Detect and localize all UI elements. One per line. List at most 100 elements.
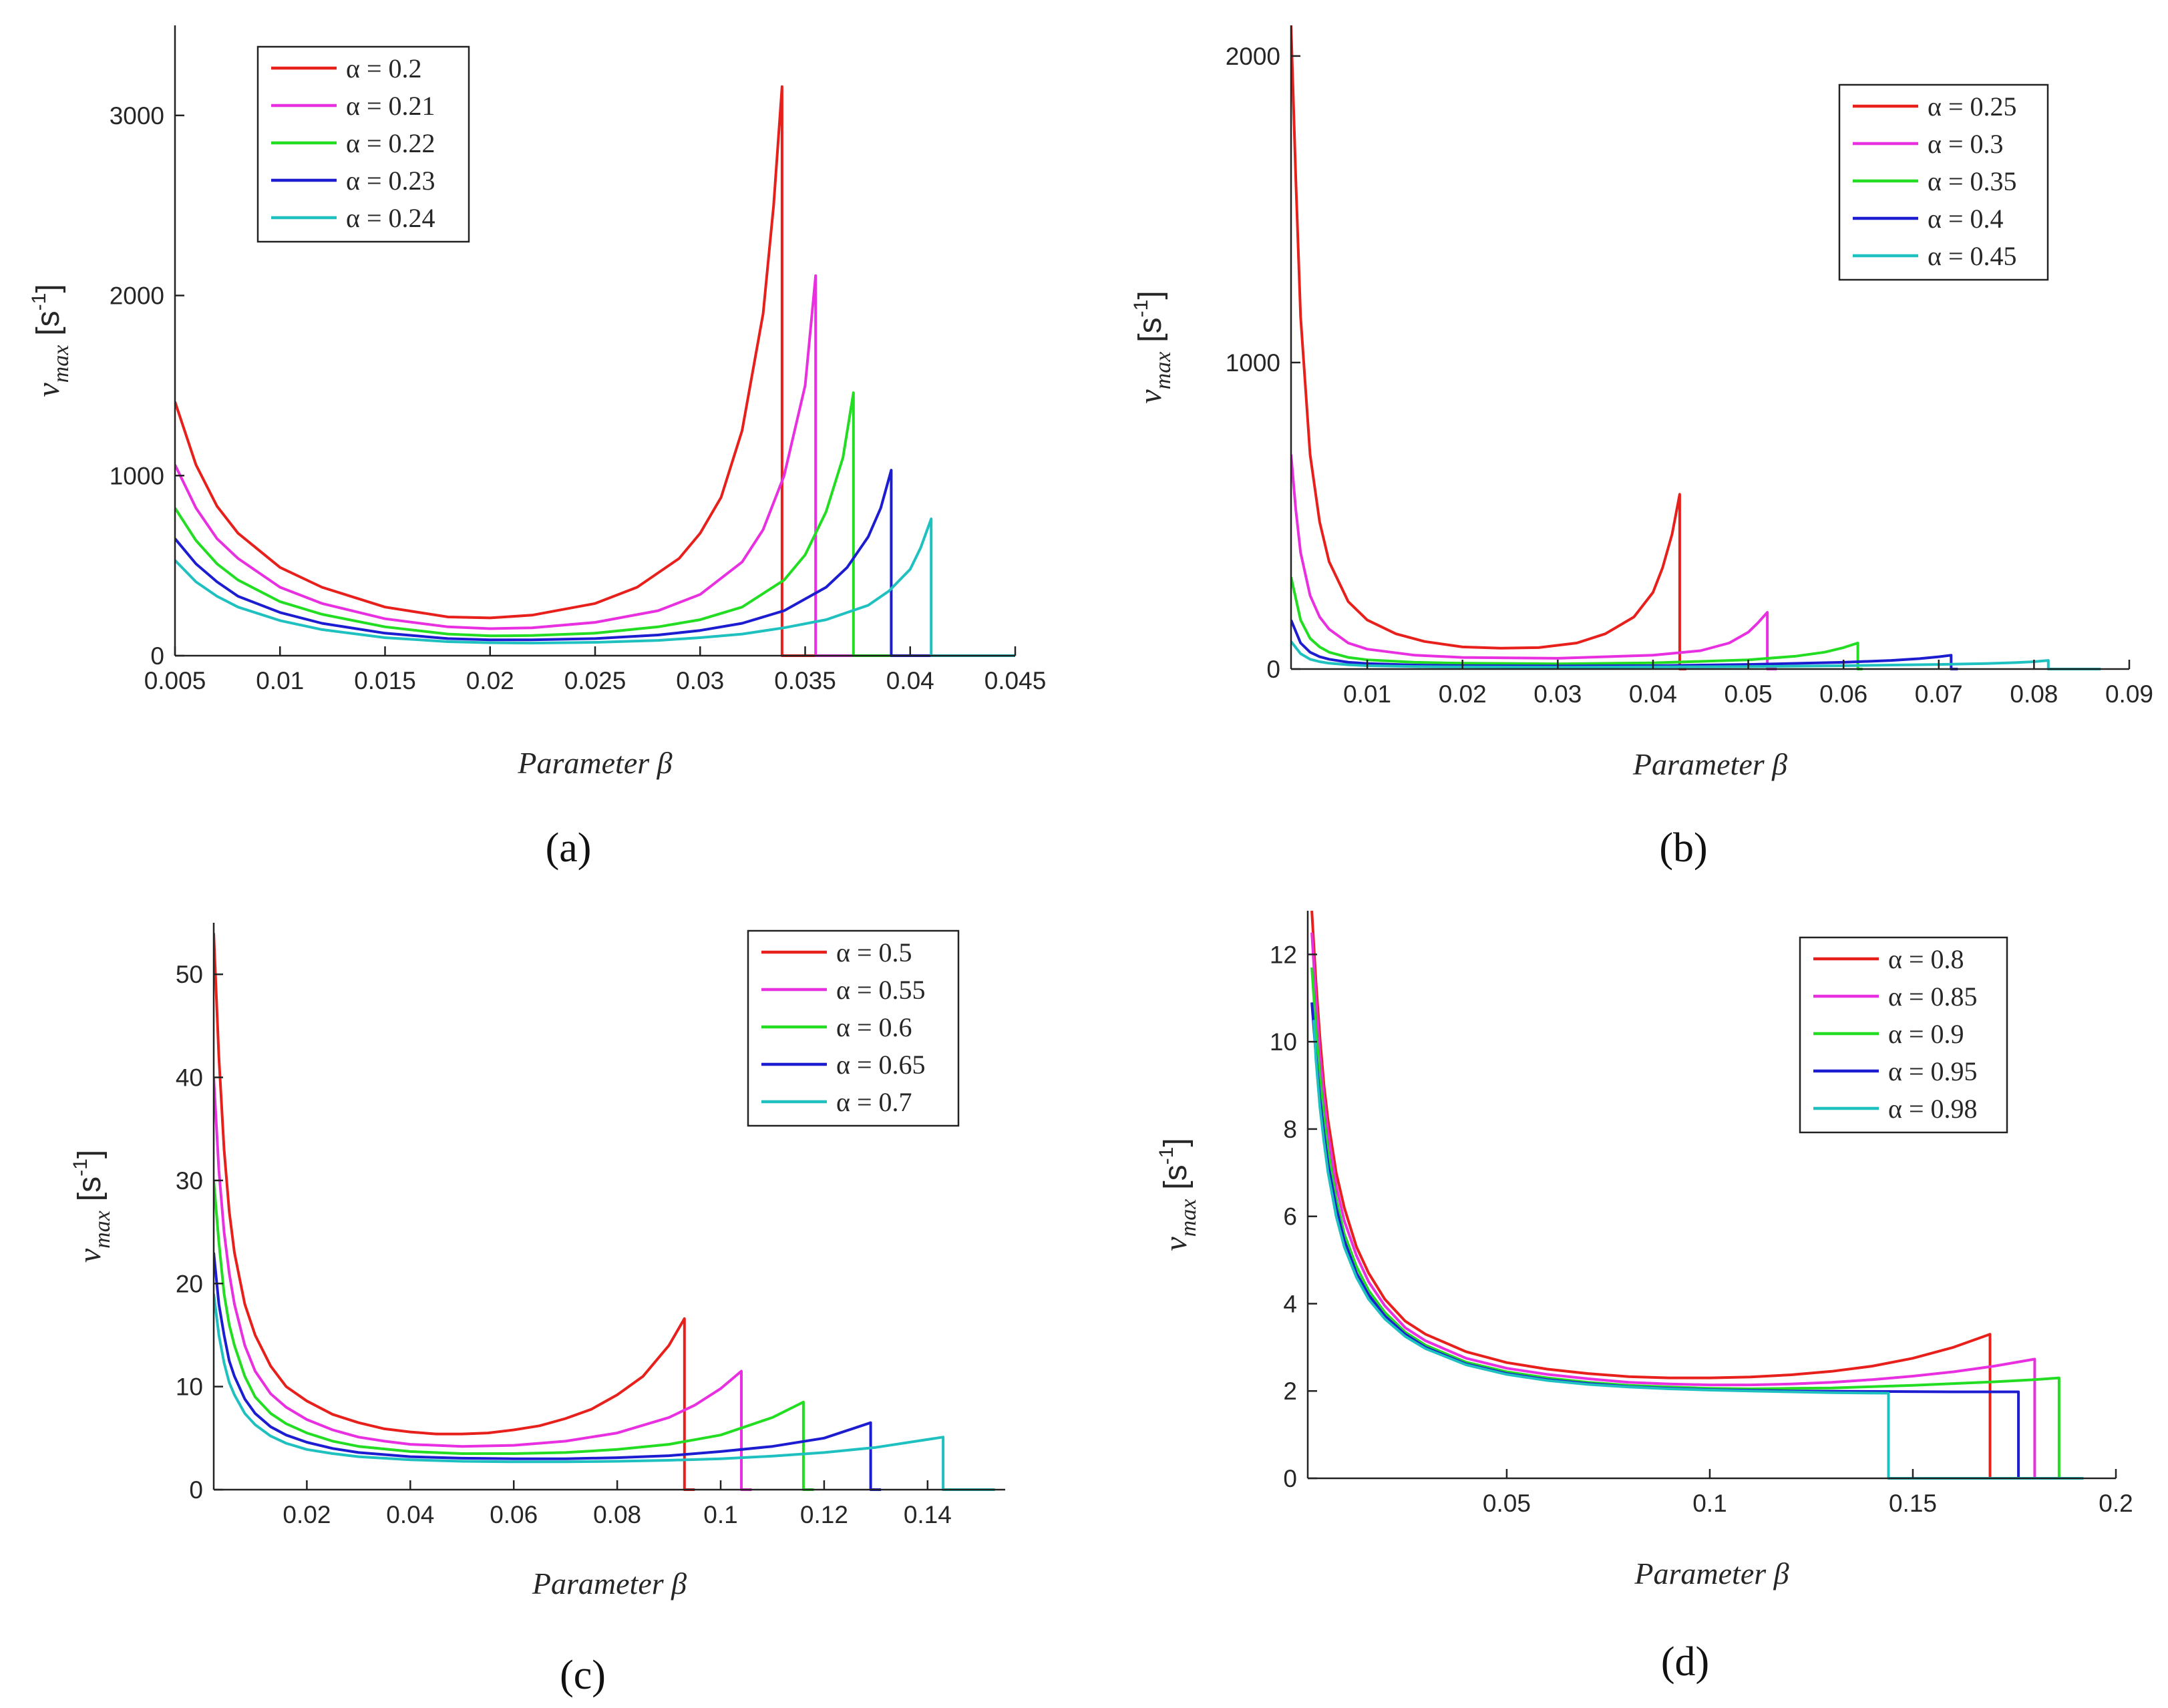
x-tick-label: 0.1 [703,1501,737,1528]
series-line-1 [214,933,695,1491]
chart-panel-b: 0.01 0.02 0.03 0.04 0.05 0.06 0.07 0.08 0.09 0 100… [1084,0,2168,871]
x-tick-label: 0.02 [466,667,514,694]
series-line-2 [175,274,1015,657]
series-line-1 [1310,910,1998,1480]
x-tick-label: 0.12 [800,1501,848,1528]
y-tick-label: 20 [176,1270,203,1297]
series-line-5 [1291,640,2101,670]
x-tick-label: 0.02 [283,1501,331,1528]
y-tick-label: 0 [189,1476,203,1504]
y-axis-label: vmax[s-1] [1130,290,1176,403]
x-tick-label: 0.035 [774,667,836,694]
legend-entry: α = 0.95 [1888,1056,1978,1086]
chart-a-svg: 0.005 0.01 0.015 0.02 0.025 0.03 0.035 0.04 0.04… [28,25,1047,871]
x-axis-label: Parameter β [1632,747,1787,781]
chart-c-svg: 0.02 0.04 0.06 0.08 0.1 0.12 0.14 0 10 20 30 40 50 Pa… [69,923,1005,1698]
y-tick-label: 2 [1283,1377,1297,1405]
series-line-4 [214,1252,882,1491]
series-line-3 [1291,576,1863,670]
legend-entry: α = 0.7 [836,1087,912,1117]
x-tick-label: 0.045 [984,667,1047,694]
x-tick-label: 0.03 [676,667,724,694]
x-tick-label: 0.015 [354,667,416,694]
y-tick-label: 2000 [110,282,164,310]
panel-label: (c) [560,1653,606,1698]
legend-entry: α = 0.5 [836,937,912,968]
x-tick-label: 0.01 [1343,680,1391,708]
y-tick-label: 1000 [1226,349,1280,377]
series-line-5 [1312,1020,2084,1480]
x-tick-label: 0.04 [1629,680,1677,708]
chart-b-svg: 0.01 0.02 0.03 0.04 0.05 0.06 0.07 0.08 0.09 0 100… [1130,25,2153,871]
x-tick-label: 0.14 [904,1501,952,1528]
y-tick-label: 40 [176,1064,203,1092]
panel-label: (d) [1661,1639,1709,1685]
y-tick-label: 0 [150,642,164,670]
legend-entry: α = 0.85 [1888,982,1978,1012]
x-tick-label: 0.07 [1915,680,1963,708]
y-tick-label: 6 [1283,1203,1297,1231]
y-tick-label: 8 [1283,1116,1297,1143]
series-line-2 [1291,454,1777,670]
y-tick-label: 1000 [110,462,164,489]
y-axis-label: vmax[s-1] [69,1150,115,1263]
legend-entry: α = 0.55 [836,975,926,1005]
series-line-3 [1310,967,2067,1480]
x-tick-label: 0.05 [1725,680,1773,708]
y-tick-label: 0 [1266,656,1280,683]
series-group [1310,910,2084,1480]
chart-d-svg: 0.05 0.1 0.15 0.2 0 2 4 6 8 10 12 Parameter β vmax[s… [1155,910,2133,1685]
x-tick-label: 0.08 [593,1501,641,1528]
x-tick-label: 0.03 [1533,680,1582,708]
x-tick-label: 0.09 [2105,680,2153,708]
x-tick-label: 0.01 [256,667,304,694]
y-axis-label: vmax[s-1] [28,284,73,397]
legend-entry: α = 0.65 [836,1050,926,1080]
y-tick-label: 0 [1283,1465,1297,1492]
x-axis-label: Parameter β [517,746,672,780]
series-group [175,85,1015,657]
legend-entry: α = 0.6 [836,1012,912,1042]
legend-entry: α = 0.23 [346,166,435,196]
legend-entry: α = 0.3 [1928,129,2004,159]
series-line-1 [175,85,1015,657]
legend-entry: α = 0.8 [1888,944,1964,974]
panel-label: (b) [1659,825,1707,871]
series-line-3 [175,391,1015,657]
y-tick-label: 10 [176,1373,203,1401]
x-tick-label: 0.04 [886,667,934,694]
legend-entry: α = 0.45 [1928,241,2017,271]
x-tick-label: 0.02 [1439,680,1487,708]
legend-entry: α = 0.22 [346,128,435,158]
y-tick-label: 12 [1270,941,1297,968]
legend-entry: α = 0.2 [346,53,422,83]
y-tick-label: 4 [1283,1290,1297,1317]
legend-entry: α = 0.25 [1928,91,2017,122]
series-line-5 [214,1293,995,1491]
x-axis-label: Parameter β [1634,1556,1789,1590]
x-tick-label: 0.025 [564,667,626,694]
x-tick-label: 0.08 [2010,680,2058,708]
y-tick-label: 30 [176,1167,203,1195]
legend-entry: α = 0.24 [346,203,435,233]
series-group [214,933,995,1491]
series-line-4 [175,469,1015,657]
legend-entry: α = 0.98 [1888,1094,1978,1124]
series-line-2 [1310,932,2043,1480]
chart-panel-a: 0.005 0.01 0.015 0.02 0.025 0.03 0.035 0.04 0.04… [0,0,1084,871]
series-group [1291,25,2101,670]
legend-entry: α = 0.9 [1888,1019,1964,1049]
x-axis-label: Parameter β [532,1566,687,1600]
x-tick-label: 0.06 [1819,680,1867,708]
panel-label: (a) [546,825,592,871]
x-tick-label: 0.15 [1889,1490,1937,1517]
chart-panel-c: 0.02 0.04 0.06 0.08 0.1 0.12 0.14 0 10 20 30 40 50 Pa… [0,854,1084,1708]
y-tick-label: 2000 [1226,43,1280,70]
legend-entry: α = 0.21 [346,91,435,121]
x-tick-label: 0.1 [1692,1490,1727,1517]
y-tick-label: 10 [1270,1028,1297,1056]
legend-entry: α = 0.4 [1928,204,2004,234]
x-tick-label: 0.04 [386,1501,434,1528]
legend-entry: α = 0.35 [1928,166,2017,196]
x-tick-label: 0.05 [1483,1490,1531,1517]
